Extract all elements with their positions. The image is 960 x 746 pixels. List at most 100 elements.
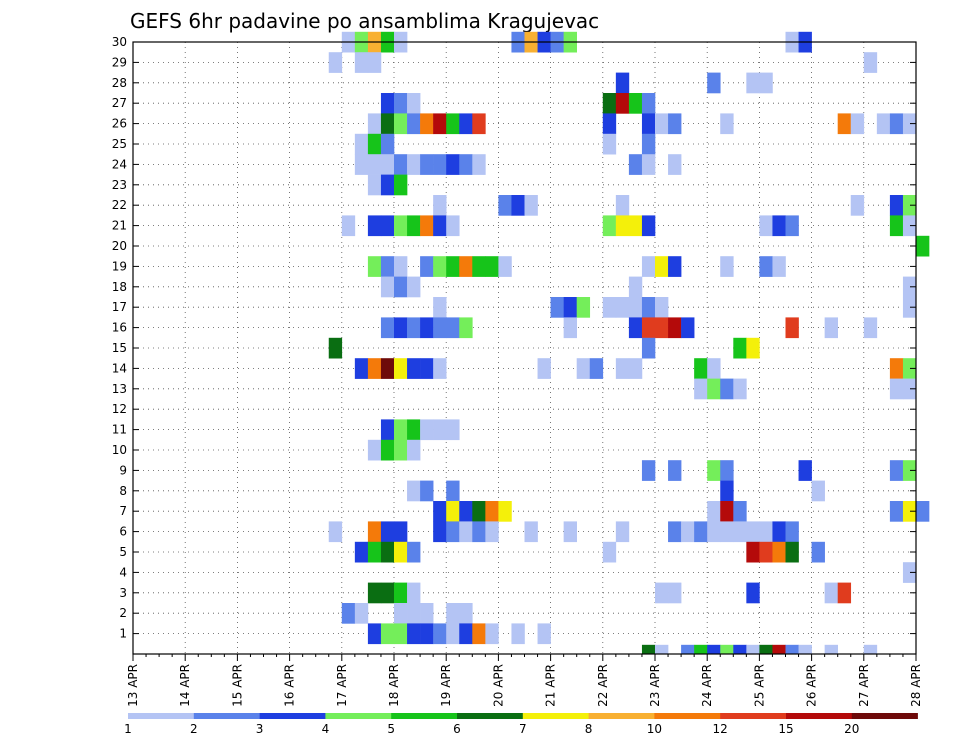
legend-swatch [654, 713, 721, 719]
heatmap-cell [459, 317, 473, 339]
heatmap-cell [394, 541, 408, 563]
heatmap-cell [367, 256, 382, 277]
heatmap-cell [433, 419, 447, 441]
heatmap-cell [459, 154, 473, 175]
heatmap-cell [772, 541, 786, 563]
heatmap-cell [407, 541, 421, 563]
heatmap-cell [420, 215, 434, 237]
heatmap-cell [628, 317, 643, 339]
heatmap-cell [863, 644, 878, 655]
heatmap-cell [394, 521, 408, 543]
heatmap-cell [446, 419, 460, 441]
heatmap-cell [707, 72, 721, 94]
legend-label: 4 [322, 722, 330, 736]
heatmap-cell [785, 521, 799, 543]
heatmap-cell [902, 501, 917, 522]
heatmap-cell [707, 501, 721, 522]
x-tick-label: 25 APR [752, 664, 766, 707]
y-tick-label: 6 [119, 525, 127, 539]
legend-swatch [720, 713, 787, 719]
heatmap-cell [446, 113, 460, 135]
heatmap-cell [720, 521, 734, 543]
heatmap-cell [407, 480, 421, 502]
heatmap-cell [380, 419, 395, 441]
heatmap-cell [380, 276, 395, 298]
y-tick-label: 10 [112, 443, 127, 457]
heatmap-cell [655, 256, 669, 277]
legend-swatch [522, 713, 589, 719]
heatmap-cell [746, 337, 760, 359]
heatmap-cell [485, 501, 499, 522]
heatmap-cell [720, 256, 734, 277]
heatmap-cell [811, 480, 825, 502]
heatmap-cell [537, 358, 551, 379]
heatmap-cell [720, 113, 734, 135]
heatmap-cell [615, 521, 630, 543]
heatmap-cell [380, 215, 395, 237]
heatmap-cell [550, 297, 564, 318]
heatmap-cell [354, 358, 369, 379]
x-tick-label: 21 APR [544, 664, 558, 707]
heatmap-cell [367, 541, 382, 563]
heatmap-cell [407, 623, 421, 645]
y-tick-label: 23 [112, 178, 127, 192]
heatmap-cell [902, 195, 917, 216]
heatmap-cell [576, 358, 591, 379]
heatmap-cell [433, 358, 447, 379]
heatmap-cell [863, 52, 878, 73]
heatmap-cell [641, 297, 656, 318]
heatmap-cell [589, 358, 604, 379]
heatmap-cell [602, 133, 617, 155]
heatmap-cell [720, 644, 734, 655]
heatmap-cell [407, 276, 421, 298]
heatmap-cell [641, 337, 656, 359]
heatmap-cell [641, 317, 656, 339]
heatmap-cell [433, 623, 447, 645]
heatmap-cell [602, 541, 617, 563]
y-tick-label: 12 [112, 402, 127, 416]
heatmap-cell [407, 154, 421, 175]
heatmap-cell [407, 93, 421, 114]
heatmap-cell [720, 378, 734, 400]
x-tick-label: 13 APR [126, 664, 140, 707]
heatmap-cell [380, 317, 395, 339]
legend-label: 8 [585, 722, 593, 736]
heatmap-cell [902, 562, 917, 583]
heatmap-cell [759, 521, 773, 543]
heatmap-cell [420, 154, 434, 175]
heatmap-cell [759, 72, 773, 94]
heatmap-cell [746, 582, 760, 604]
heatmap-cell [472, 154, 486, 175]
heatmap-cell [459, 521, 473, 543]
heatmap-cell [772, 256, 786, 277]
heatmap-cell [798, 460, 812, 481]
heatmap-cell [876, 113, 891, 135]
x-tick-label: 15 APR [230, 664, 244, 707]
heatmap-cell [641, 460, 656, 481]
y-tick-label: 7 [119, 504, 127, 518]
x-tick-label: 23 APR [648, 664, 662, 707]
heatmap-cell [472, 623, 486, 645]
y-tick-label: 5 [119, 545, 127, 559]
y-tick-label: 26 [112, 117, 127, 131]
heatmap-cell [902, 297, 917, 318]
heatmap-cell [668, 460, 682, 481]
cells-layer [328, 31, 930, 655]
heatmap-cell [668, 521, 682, 543]
heatmap-cell [380, 93, 395, 114]
heatmap-cell [733, 501, 747, 522]
legend-label: 2 [190, 722, 198, 736]
heatmap-cell [367, 133, 382, 155]
heatmap-cell [420, 419, 434, 441]
y-tick-label: 15 [112, 341, 127, 355]
y-tick-label: 11 [112, 423, 127, 437]
heatmap-cell [902, 378, 917, 400]
y-tick-label: 24 [112, 157, 127, 171]
heatmap-cell [576, 297, 591, 318]
heatmap-cell [498, 195, 512, 216]
legend-label: 10 [647, 722, 662, 736]
heatmap-cell [668, 582, 682, 604]
x-tick-label: 24 APR [700, 664, 714, 707]
legend-swatch [391, 713, 458, 719]
heatmap-cell [902, 460, 917, 481]
